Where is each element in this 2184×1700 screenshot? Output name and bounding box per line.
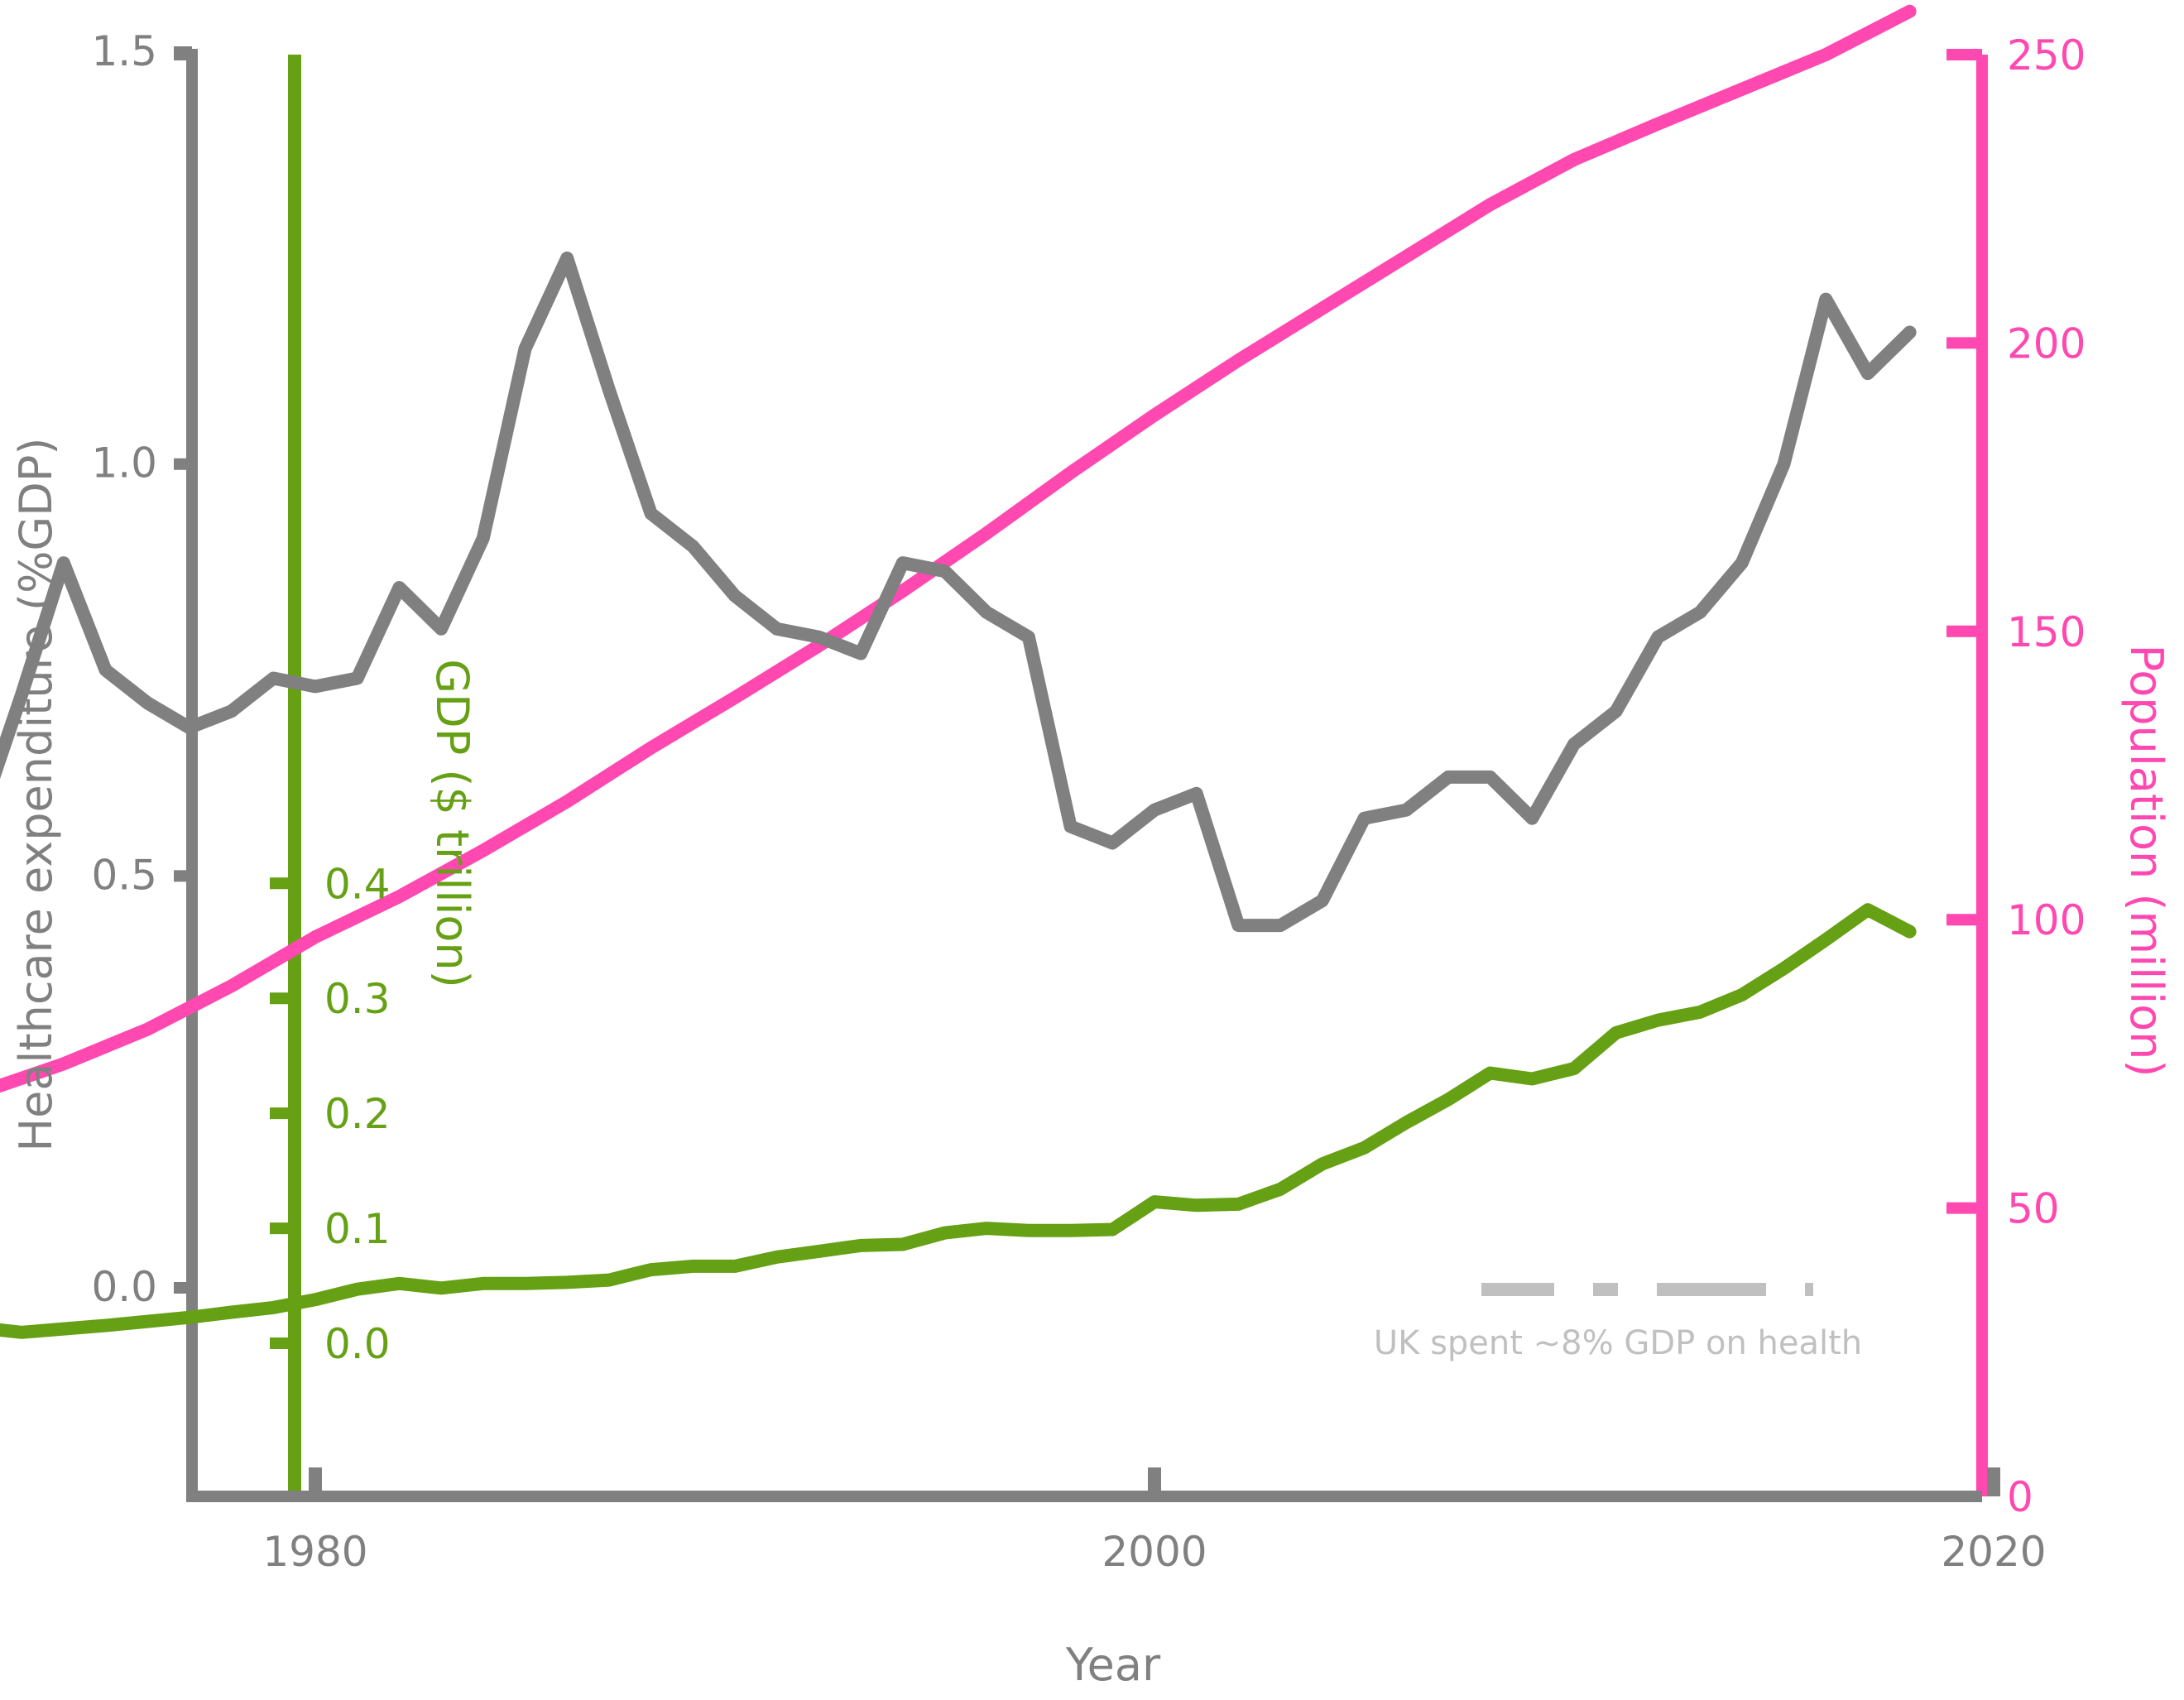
series-layer [0,4,1917,1339]
gdp-tick-label-2: 0.2 [324,1090,391,1138]
gdp-tick-label-3: 0.3 [324,975,391,1023]
health-tick-label-2: 1.0 [91,439,157,487]
population-tick-label-1: 50 [2007,1185,2060,1233]
axes-layer [174,46,2000,1502]
health-tick-label-0: 0.0 [91,1263,157,1311]
population-tick-label-0: 0 [2007,1473,2033,1521]
population-tick-label-4: 200 [2007,319,2086,367]
annotation-text: UK spent ~8% GDP on health [1374,1324,1862,1362]
gdp-tick-label-4: 0.4 [324,860,391,908]
population-tick-label-5: 250 [2007,31,2086,79]
x-tick-label-2: 1980 [262,1528,367,1576]
labels-layer: Year Healthcare expenditure (%GDP) GDP (… [10,27,2172,1691]
health-tick-label-1: 0.5 [91,851,157,899]
y-axis-title-gdp: GDP ($ trillion) [426,659,478,987]
y-axis-title-population: Population (million) [2120,645,2172,1078]
population-tick-label-2: 100 [2007,896,2086,944]
y-axis-title-health: Healthcare expenditure (%GDP) [10,438,62,1152]
x-tick-label-3: 2000 [1102,1528,1207,1576]
series-line-population [0,4,1917,1093]
gdp-tick-label-1: 0.1 [324,1205,391,1253]
population-tick-label-3: 150 [2007,608,2086,656]
x-axis-title: Year [1065,1639,1161,1691]
series-line-healthcare-expenditure [0,251,1917,933]
series-line-gdp [0,903,1917,1339]
x-tick-label-4: 2020 [1941,1528,2046,1576]
gdp-tick-label-0: 0.0 [324,1320,391,1368]
health-tick-label-3: 1.5 [91,27,157,75]
